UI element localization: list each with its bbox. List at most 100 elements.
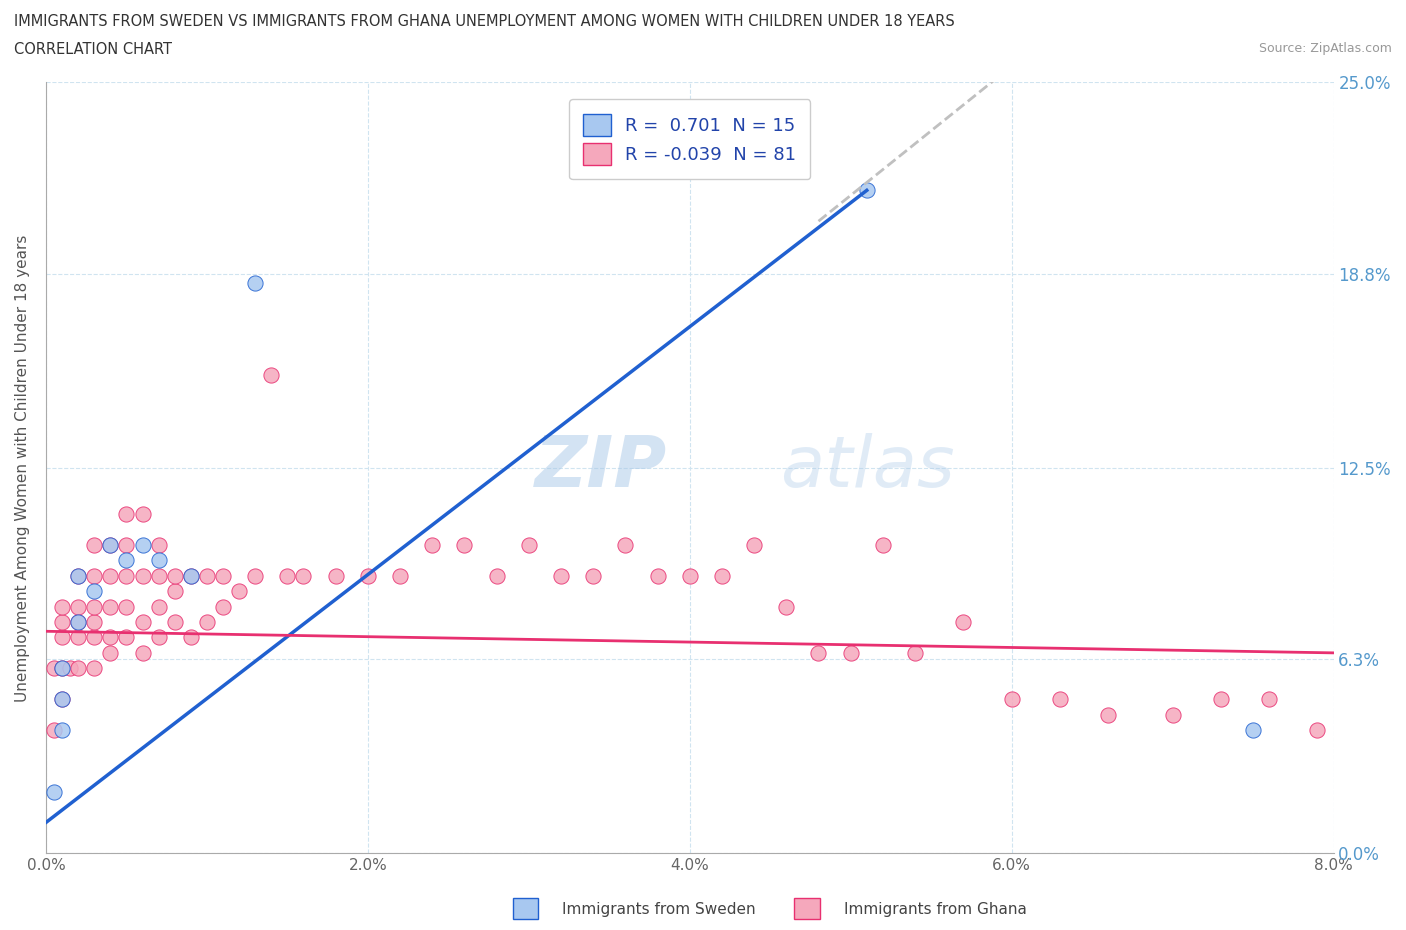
Point — [83, 568, 105, 583]
Point — [67, 599, 90, 614]
Point — [67, 568, 90, 583]
Point — [647, 568, 669, 583]
Point — [710, 568, 733, 583]
Point — [180, 568, 202, 583]
Point — [131, 645, 153, 660]
Point — [228, 584, 250, 599]
Point — [292, 568, 315, 583]
Point — [115, 568, 138, 583]
Point — [42, 784, 65, 799]
Point — [83, 599, 105, 614]
Point — [42, 723, 65, 737]
Point — [148, 630, 170, 644]
Point — [195, 615, 218, 630]
Point — [67, 630, 90, 644]
Legend: R =  0.701  N = 15, R = -0.039  N = 81: R = 0.701 N = 15, R = -0.039 N = 81 — [569, 100, 810, 179]
Point — [1371, 723, 1393, 737]
Point — [245, 568, 267, 583]
Point — [180, 568, 202, 583]
Point — [582, 568, 605, 583]
Point — [517, 538, 540, 552]
Point — [1209, 692, 1232, 707]
Point — [679, 568, 702, 583]
Point — [952, 615, 974, 630]
Point — [131, 615, 153, 630]
Point — [115, 507, 138, 522]
Point — [51, 599, 73, 614]
Point — [1049, 692, 1071, 707]
Y-axis label: Unemployment Among Women with Children Under 18 years: Unemployment Among Women with Children U… — [15, 234, 30, 701]
Point — [98, 645, 121, 660]
Point — [163, 615, 186, 630]
Point — [42, 661, 65, 676]
Point — [839, 645, 862, 660]
Point — [51, 661, 73, 676]
Point — [51, 692, 73, 707]
Point — [83, 615, 105, 630]
Point — [148, 553, 170, 568]
Point — [98, 538, 121, 552]
Point — [855, 183, 877, 198]
Point — [51, 723, 73, 737]
Point — [1097, 707, 1119, 722]
Point — [51, 661, 73, 676]
Text: CORRELATION CHART: CORRELATION CHART — [14, 42, 172, 57]
Point — [614, 538, 637, 552]
Point — [148, 568, 170, 583]
Point — [163, 568, 186, 583]
Point — [67, 568, 90, 583]
Point — [550, 568, 572, 583]
Point — [67, 661, 90, 676]
Point — [59, 661, 82, 676]
Point — [245, 275, 267, 290]
Point — [1339, 723, 1361, 737]
Point — [357, 568, 380, 583]
Point — [98, 630, 121, 644]
Point — [260, 368, 283, 383]
Point — [1001, 692, 1024, 707]
Point — [212, 568, 235, 583]
Point — [67, 615, 90, 630]
Text: IMMIGRANTS FROM SWEDEN VS IMMIGRANTS FROM GHANA UNEMPLOYMENT AMONG WOMEN WITH CH: IMMIGRANTS FROM SWEDEN VS IMMIGRANTS FRO… — [14, 14, 955, 29]
Point — [1306, 723, 1329, 737]
Point — [276, 568, 298, 583]
Point — [1241, 723, 1264, 737]
Point — [807, 645, 830, 660]
Point — [195, 568, 218, 583]
Point — [212, 599, 235, 614]
Point — [115, 553, 138, 568]
Point — [775, 599, 797, 614]
Point — [51, 692, 73, 707]
Text: atlas: atlas — [780, 433, 955, 502]
Point — [163, 584, 186, 599]
Point — [148, 599, 170, 614]
Point — [742, 538, 765, 552]
Point — [131, 568, 153, 583]
Point — [148, 538, 170, 552]
Point — [98, 568, 121, 583]
Point — [51, 630, 73, 644]
Point — [83, 538, 105, 552]
Text: Immigrants from Sweden: Immigrants from Sweden — [562, 902, 756, 917]
Point — [904, 645, 927, 660]
Point — [83, 661, 105, 676]
Point — [115, 538, 138, 552]
Point — [389, 568, 412, 583]
Point — [1161, 707, 1184, 722]
Point — [872, 538, 894, 552]
Text: ZIP: ZIP — [536, 433, 668, 502]
Point — [67, 615, 90, 630]
Point — [485, 568, 508, 583]
Point — [98, 538, 121, 552]
Point — [98, 599, 121, 614]
Text: Source: ZipAtlas.com: Source: ZipAtlas.com — [1258, 42, 1392, 55]
Point — [420, 538, 443, 552]
Point — [131, 507, 153, 522]
Point — [131, 538, 153, 552]
Point — [325, 568, 347, 583]
Point — [51, 615, 73, 630]
Point — [83, 630, 105, 644]
Point — [83, 584, 105, 599]
Point — [180, 630, 202, 644]
Point — [453, 538, 475, 552]
